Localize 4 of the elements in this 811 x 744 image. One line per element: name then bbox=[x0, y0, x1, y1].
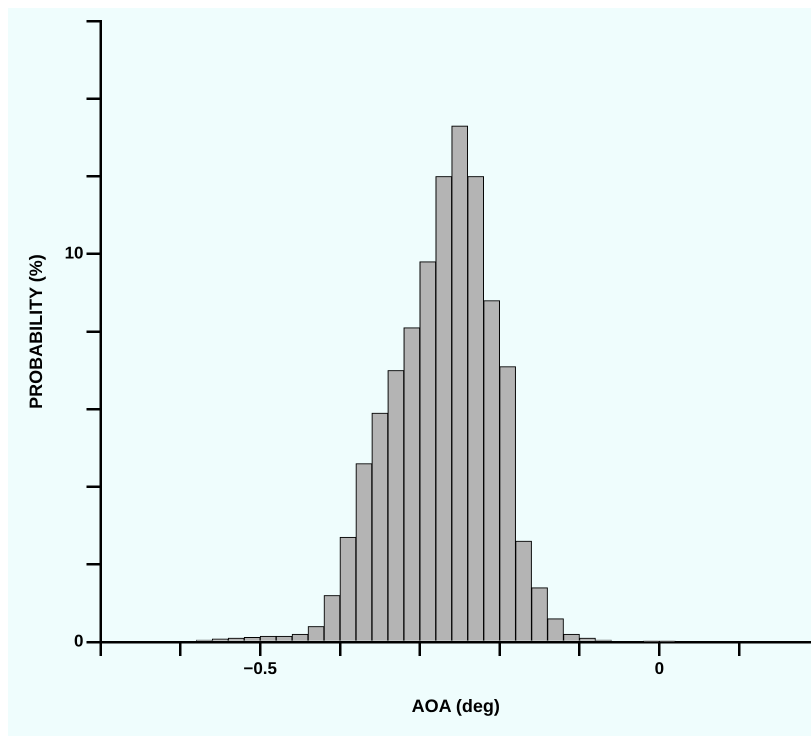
y-axis-title: PROBABILITY (%) bbox=[26, 254, 46, 409]
x-tick-label: −0.5 bbox=[243, 658, 277, 678]
x-axis-title: AOA (deg) bbox=[412, 696, 500, 716]
y-tick-label: 10 bbox=[64, 244, 84, 263]
